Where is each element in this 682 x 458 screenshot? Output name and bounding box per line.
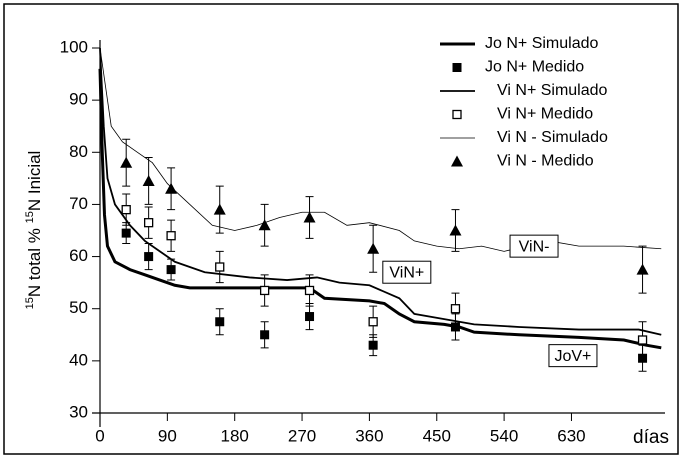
data-point bbox=[305, 312, 315, 322]
legend-bg bbox=[435, 33, 665, 56]
x-axis-label: días bbox=[633, 427, 669, 448]
series-line bbox=[99, 47, 662, 336]
data-point bbox=[260, 330, 270, 340]
data-point bbox=[215, 317, 225, 327]
x-tick-label: 90 bbox=[158, 426, 177, 445]
data-point bbox=[450, 304, 461, 314]
legend-bg bbox=[435, 103, 665, 127]
legend-label: Vi N - Simulado bbox=[497, 129, 608, 146]
x-tick-label: 360 bbox=[355, 426, 383, 445]
data-point bbox=[303, 211, 316, 223]
y-tick-label: 60 bbox=[69, 246, 88, 265]
legend-label: Jo N+ Simulado bbox=[485, 35, 598, 52]
data-point bbox=[259, 285, 270, 296]
x-tick-label: 450 bbox=[423, 426, 451, 445]
data-point bbox=[143, 218, 154, 228]
data-point bbox=[215, 262, 225, 272]
y-tick-label: 90 bbox=[69, 90, 88, 109]
data-point bbox=[449, 224, 462, 236]
frame bbox=[3, 3, 679, 455]
y-tick-label: 30 bbox=[69, 402, 88, 421]
data-point bbox=[120, 156, 133, 168]
x-tick-label: 630 bbox=[557, 426, 585, 445]
annotation: ViN- bbox=[519, 238, 550, 255]
x-tick-label: 180 bbox=[221, 426, 249, 445]
legend-bg bbox=[435, 150, 665, 174]
legend-label: Vi N - Medido bbox=[497, 153, 594, 170]
legend-label: Vi N+ Medido bbox=[497, 106, 593, 123]
data-point bbox=[258, 219, 271, 231]
legend-label: Jo N+ Medido bbox=[485, 59, 584, 76]
data-point bbox=[213, 203, 226, 215]
legend-bg bbox=[435, 127, 665, 150]
x-tick-label: 540 bbox=[490, 426, 518, 445]
y-axis-label: 15N total % 15N Inicial bbox=[24, 151, 45, 310]
data-point bbox=[367, 242, 380, 254]
y-tick-label: 40 bbox=[69, 350, 88, 369]
annotation-box bbox=[548, 344, 598, 368]
data-point bbox=[166, 265, 176, 275]
y-tick-label: 50 bbox=[69, 298, 88, 317]
annotation-box bbox=[382, 260, 432, 284]
annotation: JoV+ bbox=[554, 348, 591, 365]
legend-bg bbox=[435, 80, 665, 103]
legend-bg bbox=[435, 56, 665, 80]
legend-marker bbox=[452, 109, 462, 120]
data-point bbox=[636, 263, 649, 275]
legend-marker bbox=[451, 155, 463, 167]
y-tick-label: 80 bbox=[69, 142, 88, 161]
data-point bbox=[637, 335, 648, 345]
x-tick-label: 0 bbox=[95, 426, 104, 445]
y-tick-label: 100 bbox=[60, 37, 88, 56]
data-point bbox=[142, 174, 155, 186]
legend-label: Vi N+ Simulado bbox=[497, 82, 608, 99]
data-point bbox=[368, 340, 378, 350]
data-point bbox=[450, 322, 460, 332]
data-point bbox=[368, 317, 378, 327]
data-point bbox=[165, 182, 178, 194]
y-tick-label: 70 bbox=[69, 194, 88, 213]
legend-marker bbox=[452, 63, 462, 72]
x-tick-label: 270 bbox=[288, 426, 316, 445]
annotation-box bbox=[509, 234, 559, 258]
data-point bbox=[121, 228, 131, 238]
data-point bbox=[304, 285, 315, 296]
data-point bbox=[121, 204, 131, 215]
series-line bbox=[98, 68, 662, 350]
annotation: ViN+ bbox=[389, 264, 424, 281]
data-point bbox=[144, 252, 154, 262]
data-point bbox=[166, 231, 176, 241]
